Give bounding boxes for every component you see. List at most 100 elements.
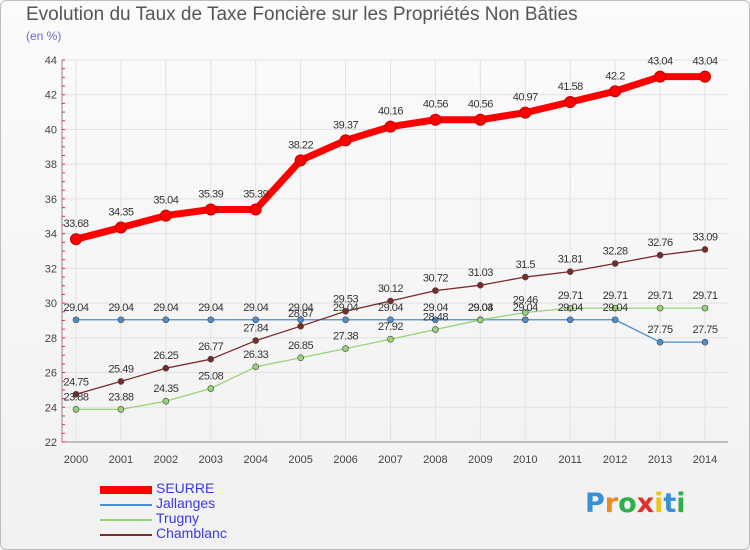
y-tick-label: 38 — [45, 159, 57, 171]
legend-swatch — [100, 534, 152, 536]
x-tick-label: 2003 — [199, 454, 223, 466]
data-point-chamblanc — [432, 287, 439, 294]
x-tick-label: 2008 — [423, 454, 447, 466]
y-tick-label: 42 — [45, 90, 57, 102]
x-tick-label: 2002 — [154, 454, 178, 466]
data-point-jallanges — [432, 316, 439, 324]
data-point-trugny — [207, 385, 215, 392]
data-point-trugny — [566, 304, 574, 312]
data-label: 26.85 — [288, 340, 313, 352]
legend-swatch — [100, 486, 152, 494]
y-tick-label: 44 — [45, 55, 57, 67]
data-label: 28.67 — [288, 308, 313, 320]
data-label: 31.5 — [516, 259, 536, 271]
data-label: 32.28 — [603, 246, 628, 258]
data-label: 29.04 — [468, 302, 493, 314]
logo-letter: i — [654, 488, 664, 519]
logo-letter: i — [676, 488, 686, 519]
data-point-chamblanc — [566, 268, 574, 275]
data-label: 29.53 — [333, 293, 358, 305]
y-tick-label: 32 — [45, 263, 57, 275]
legend-label: Trugny — [156, 510, 200, 526]
data-point-chamblanc — [611, 260, 619, 267]
data-label: 29.04 — [333, 302, 358, 314]
legend-item-chamblanc: Chamblanc — [100, 525, 300, 542]
data-point-jallanges — [207, 316, 215, 324]
data-label: 34.35 — [108, 207, 133, 219]
legend-label: Jallanges — [156, 495, 216, 511]
data-label: 41.58 — [558, 81, 583, 93]
data-label: 26.25 — [153, 350, 178, 362]
logo-letter: r — [604, 488, 619, 519]
data-label: 29.04 — [558, 302, 583, 314]
data-point-jallanges — [566, 316, 574, 324]
data-point-chamblanc — [477, 281, 484, 289]
legend-label: Chamblanc — [156, 525, 227, 541]
x-tick-label: 2011 — [558, 454, 582, 466]
data-label: 42.2 — [605, 70, 625, 82]
data-label: 27.84 — [243, 323, 268, 335]
data-point-jallanges — [656, 338, 664, 346]
data-point-chamblanc — [342, 307, 349, 315]
y-tick-label: 36 — [45, 194, 57, 206]
x-tick-label: 2001 — [109, 454, 133, 466]
legend-swatch — [100, 519, 152, 521]
data-point-trugny — [477, 316, 484, 324]
legend-item-trugny: Trugny — [100, 510, 300, 527]
x-tick-label: 2000 — [64, 454, 88, 466]
data-point-trugny — [162, 397, 170, 405]
data-point-seurre — [204, 203, 217, 216]
data-point-chamblanc — [72, 390, 80, 398]
y-tick-label: 24 — [45, 402, 57, 414]
data-label: 29.04 — [603, 302, 628, 314]
logo-letter: o — [618, 488, 637, 519]
data-label: 35.39 — [198, 189, 223, 201]
y-tick-label: 34 — [45, 229, 57, 241]
data-label: 29.04 — [198, 302, 223, 314]
data-label: 27.75 — [648, 324, 673, 336]
data-point-jallanges — [342, 316, 349, 324]
data-point-chamblanc — [701, 246, 709, 253]
legend-item-seurre: SEURRE — [100, 480, 300, 497]
data-point-jallanges — [701, 338, 709, 346]
data-point-jallanges — [252, 316, 260, 324]
data-label: 26.33 — [243, 349, 268, 361]
data-point-seurre — [519, 106, 532, 119]
data-label: 35.39 — [243, 189, 268, 201]
data-label: 29.04 — [108, 302, 133, 314]
data-point-chamblanc — [162, 364, 170, 372]
data-label: 29.04 — [378, 302, 403, 314]
data-label: 29.71 — [603, 290, 628, 302]
chart-unit-label: (en %) — [26, 29, 62, 43]
legend-swatch — [100, 504, 152, 506]
data-point-trugny — [342, 345, 349, 352]
data-point-trugny — [387, 335, 394, 343]
data-point-chamblanc — [117, 378, 125, 385]
data-point-seurre — [474, 113, 487, 126]
y-tick-label: 28 — [45, 333, 57, 345]
data-point-trugny — [432, 326, 439, 333]
data-label: 33.09 — [692, 231, 717, 243]
data-label: 25.49 — [108, 363, 133, 375]
data-point-seurre — [159, 209, 172, 222]
data-point-jallanges — [72, 316, 80, 324]
data-label: 28.48 — [423, 311, 448, 323]
legend-label: SEURRE — [156, 480, 215, 496]
data-point-seurre — [699, 70, 711, 83]
data-label: 23.88 — [63, 391, 88, 403]
data-label: 31.81 — [558, 254, 583, 266]
data-label: 27.92 — [378, 321, 403, 333]
data-label: 38.22 — [288, 139, 313, 151]
data-label: 24.75 — [63, 376, 88, 388]
data-label: 27.75 — [692, 324, 717, 336]
data-label: 32.76 — [648, 237, 673, 249]
data-point-seurre — [429, 113, 442, 126]
data-label: 31.03 — [468, 267, 493, 279]
data-label: 43.04 — [648, 56, 673, 68]
data-point-seurre — [70, 233, 82, 246]
x-tick-label: 2006 — [333, 454, 357, 466]
data-label: 40.56 — [468, 99, 493, 111]
data-label: 33.68 — [63, 218, 88, 230]
data-label: 29.04 — [153, 302, 178, 314]
